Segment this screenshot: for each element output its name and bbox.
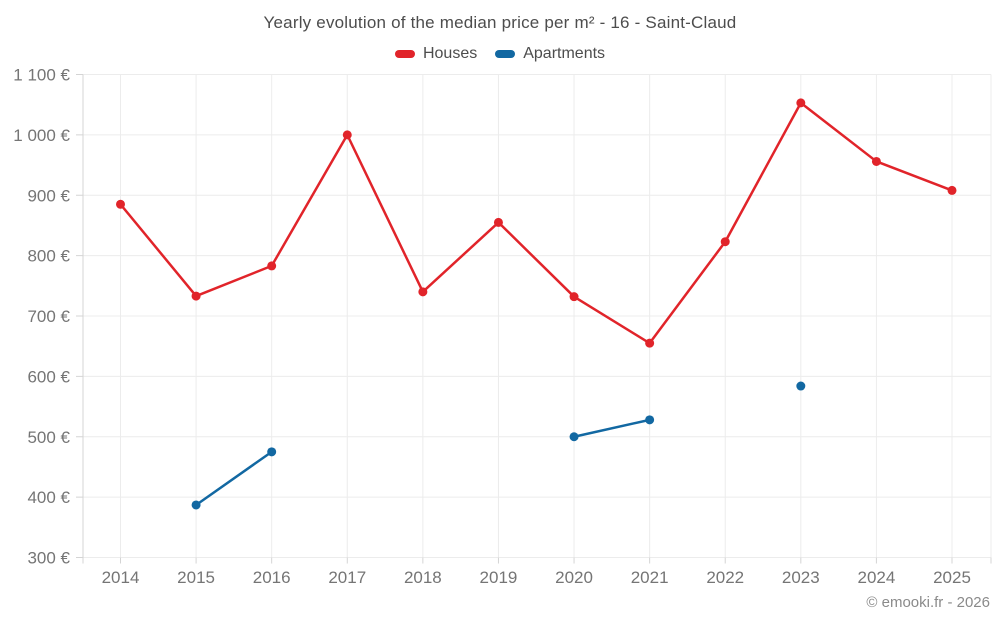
houses-point-2018[interactable] — [418, 287, 428, 297]
y-axis-label: 300 € — [27, 549, 70, 568]
apartments-point-2023[interactable] — [796, 381, 806, 391]
houses-point-2015[interactable] — [191, 291, 201, 301]
houses-point-2021[interactable] — [645, 338, 655, 348]
houses-point-2023[interactable] — [796, 98, 806, 108]
legend: Houses Apartments — [0, 45, 1000, 63]
houses-point-2017[interactable] — [342, 130, 352, 140]
x-axis-label: 2016 — [253, 568, 291, 587]
x-axis-label: 2023 — [782, 568, 820, 587]
copyright: © emooki.fr - 2026 — [866, 594, 990, 611]
legend-label-houses: Houses — [422, 45, 478, 62]
x-axis-label: 2017 — [328, 568, 366, 587]
chart-title: Yearly evolution of the median price per… — [263, 13, 737, 32]
houses-point-2020[interactable] — [569, 292, 579, 302]
y-axis-label: 1 000 € — [13, 126, 70, 145]
apartments-point-2020[interactable] — [569, 432, 579, 442]
apartments-point-2021[interactable] — [645, 415, 655, 425]
x-axis-label: 2024 — [857, 568, 895, 587]
legend-item-houses[interactable]: Houses — [394, 45, 478, 63]
apartments-series-swatch-icon — [495, 50, 516, 58]
x-axis-label: 2022 — [706, 568, 744, 587]
legend-item-apartments[interactable]: Apartments — [495, 45, 605, 63]
x-axis-label: 2019 — [480, 568, 518, 587]
houses-point-2025[interactable] — [947, 185, 957, 195]
y-axis-label: 1 100 € — [13, 66, 70, 85]
x-axis-label: 2015 — [177, 568, 215, 587]
houses-point-2022[interactable] — [720, 237, 730, 247]
houses-point-2014[interactable] — [116, 199, 125, 209]
y-axis-label: 800 € — [27, 247, 70, 266]
x-axis-label: 2018 — [404, 568, 442, 587]
y-axis-label: 900 € — [27, 186, 70, 205]
y-axis-label: 500 € — [27, 428, 70, 447]
apartments-point-2015[interactable] — [191, 500, 201, 510]
apartments-line — [194, 450, 273, 507]
x-axis-label: 2025 — [933, 568, 971, 587]
y-axis-label: 400 € — [27, 488, 70, 507]
x-axis-label: 2020 — [555, 568, 593, 587]
legend-label-apartments: Apartments — [523, 45, 606, 62]
x-axis-label: 2021 — [631, 568, 669, 587]
houses-point-2019[interactable] — [493, 217, 503, 227]
apartments-point-2016[interactable] — [267, 447, 277, 457]
x-axis-label: 2014 — [102, 568, 140, 587]
apartments-line — [572, 418, 651, 438]
houses-series-swatch-icon — [394, 50, 415, 58]
houses-line — [119, 101, 954, 345]
y-axis-label: 600 € — [27, 367, 70, 386]
y-axis-label: 700 € — [27, 307, 70, 326]
houses-point-2016[interactable] — [267, 261, 277, 271]
houses-point-2024[interactable] — [871, 156, 881, 166]
